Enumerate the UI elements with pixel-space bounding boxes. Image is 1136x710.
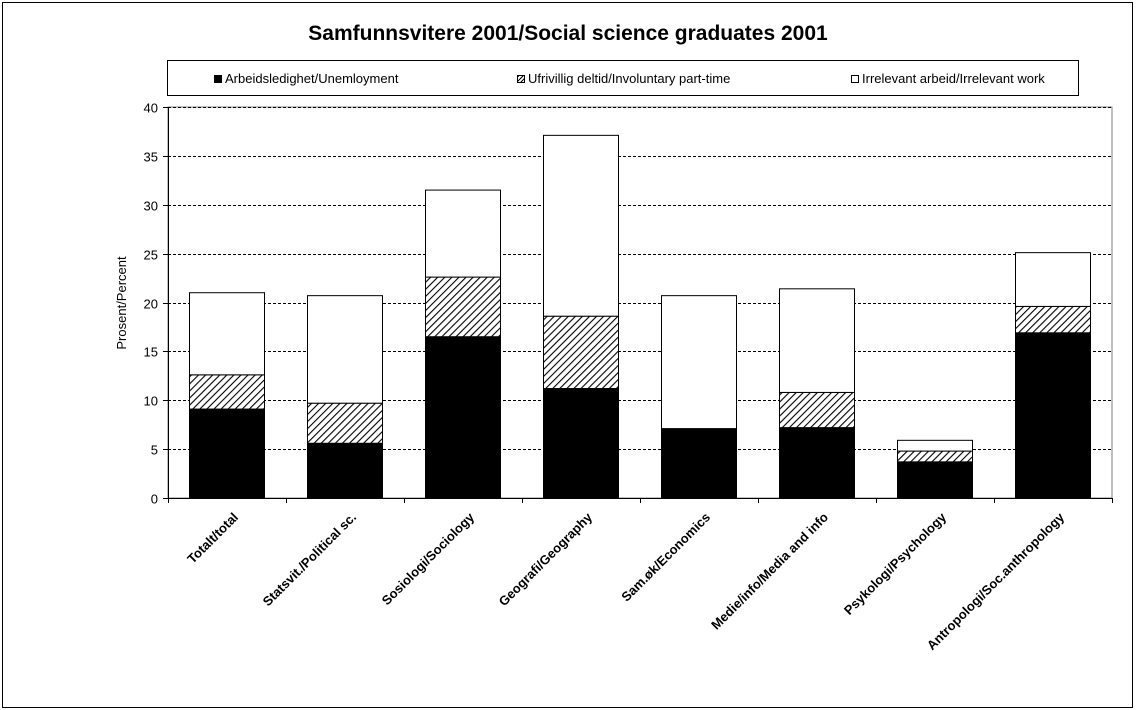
bar-segment-unemployment xyxy=(661,428,737,499)
bar-segment-involuntary-part-time xyxy=(1015,305,1091,334)
legend-item-unemployment: Arbeidsledighet/Unemloyment xyxy=(214,71,398,86)
x-category-label: Sosiologi/Sociology xyxy=(379,509,478,608)
bar-segment-irrelevant-work xyxy=(1015,252,1091,307)
bar-segment-unemployment xyxy=(779,427,855,499)
y-tick-label: 5 xyxy=(151,443,158,458)
legend-swatch-hatch xyxy=(517,75,525,83)
bar-segment-irrelevant-work xyxy=(661,295,737,430)
bar-segment-unemployment xyxy=(543,388,619,499)
y-tick-label: 30 xyxy=(144,199,158,214)
bar-segment-involuntary-part-time xyxy=(425,276,501,338)
bar-segment-unemployment xyxy=(189,408,265,499)
bar-segment-unemployment xyxy=(307,442,383,499)
y-tick-label: 20 xyxy=(144,297,158,312)
bar-segment-involuntary-part-time xyxy=(307,402,383,444)
legend-label: Irrelevant arbeid/Irrelevant work xyxy=(862,71,1045,86)
x-category-label: Medie/info/Media and info xyxy=(708,509,831,632)
bar-segment-unemployment xyxy=(1015,332,1091,499)
y-tick-label: 15 xyxy=(144,345,158,360)
legend-swatch-empty xyxy=(851,75,859,83)
x-category-label: Totalt/total xyxy=(184,510,241,567)
bar-segment-irrelevant-work xyxy=(779,288,855,393)
bar-segment-involuntary-part-time xyxy=(189,374,265,410)
x-category-label: Sam.øk/Economics xyxy=(618,510,713,605)
legend-item-involuntary-part-time: Ufrivillig deltid/Involuntary part-time xyxy=(517,71,730,86)
y-axis-label: Prosent/Percent xyxy=(114,256,129,350)
chart-title: Samfunnsvitere 2001/Social science gradu… xyxy=(308,22,828,45)
legend-item-irrelevant-work: Irrelevant arbeid/Irrelevant work xyxy=(851,71,1045,86)
bar-segment-unemployment xyxy=(425,336,501,499)
x-category-label: Psykologi/Psychology xyxy=(841,509,950,618)
y-tick-label: 10 xyxy=(144,394,158,409)
bar-segment-unemployment xyxy=(897,461,973,499)
x-category-label: Geografi/Geography xyxy=(496,509,596,609)
bar-segment-irrelevant-work xyxy=(897,439,973,452)
bar-segment-involuntary-part-time xyxy=(897,450,973,463)
bar-segment-irrelevant-work xyxy=(425,189,501,278)
y-tick-label: 0 xyxy=(151,492,158,507)
y-tick-label: 25 xyxy=(144,248,158,263)
bar-segment-irrelevant-work xyxy=(543,134,619,317)
x-category-label: Antropologi/Soc.anthropology xyxy=(924,509,1068,653)
legend: Arbeidsledighet/Unemloyment Ufrivillig d… xyxy=(167,60,1079,96)
x-category-label: Statsvit./Political sc. xyxy=(260,510,360,610)
legend-label: Arbeidsledighet/Unemloyment xyxy=(225,71,399,86)
y-tick-label: 35 xyxy=(144,150,158,165)
legend-swatch-solid xyxy=(214,75,222,83)
bar-segment-irrelevant-work xyxy=(307,295,383,404)
bar-segment-irrelevant-work xyxy=(189,292,265,376)
legend-label: Ufrivillig deltid/Involuntary part-time xyxy=(528,71,731,86)
bar-segment-involuntary-part-time xyxy=(543,315,619,390)
y-tick-label: 40 xyxy=(144,101,158,116)
bar-segment-involuntary-part-time xyxy=(779,391,855,429)
